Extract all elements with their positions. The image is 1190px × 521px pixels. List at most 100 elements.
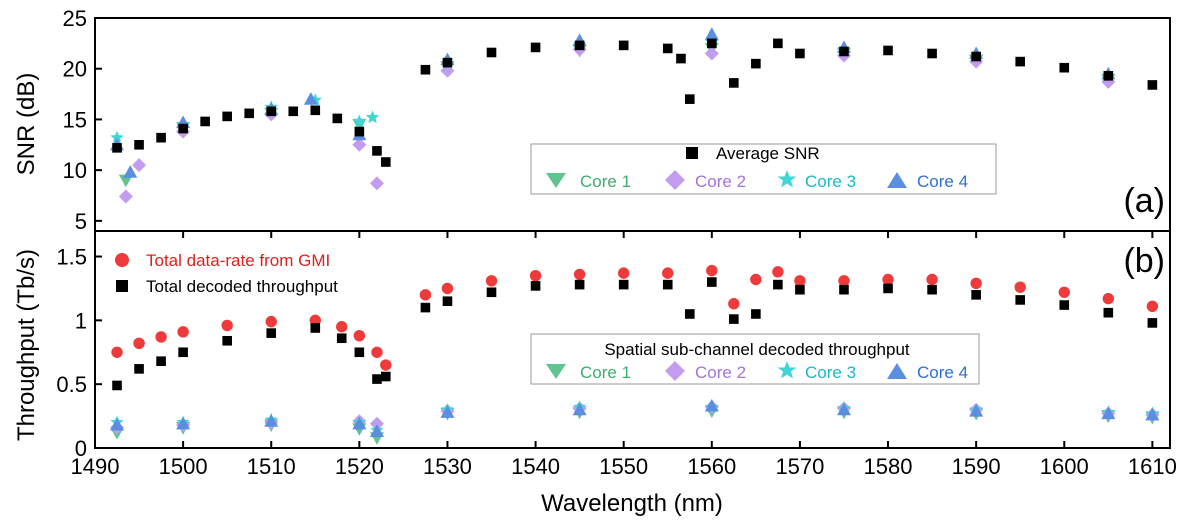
panel-a-data-points: [110, 27, 1158, 204]
tput-total-decoded-throughput-point: [839, 284, 849, 295]
snr-average-snr-point: [839, 46, 849, 57]
tput-total-decoded-throughput-point: [684, 309, 695, 319]
legend-average-snr-marker: [686, 147, 698, 159]
snr-average-snr-point: [486, 47, 497, 58]
tput-total-data-rate-from-gmi-point: [1146, 300, 1159, 313]
tput-total-decoded-throughput-point: [618, 279, 629, 290]
tput-total-decoded-throughput-point: [662, 279, 673, 290]
tput-total-data-rate-from-gmi-point: [772, 266, 784, 278]
legend-subchannel-title: Spatial sub-channel decoded throughput: [604, 340, 910, 359]
tput-total-data-rate-from-gmi-point: [617, 267, 630, 279]
tput-total-decoded-throughput-point: [336, 333, 347, 344]
snr-average-snr-point: [707, 38, 717, 49]
tput-total-data-rate-from-gmi-point: [882, 273, 894, 286]
tput-total-decoded-throughput-point: [574, 279, 585, 290]
x-tick-label: 1560: [687, 454, 736, 479]
x-axis-title: Wavelength (nm): [541, 490, 723, 517]
tput-total-data-rate-from-gmi-point: [353, 329, 366, 342]
panel-a-legend-box: [530, 143, 997, 195]
tput-total-decoded-throughput-point: [751, 309, 761, 319]
snr-average-snr-point: [662, 43, 673, 54]
tput-total-data-rate-from-gmi-point: [794, 275, 806, 287]
tput-core-4-point: [176, 416, 191, 430]
tput-total-data-rate-from-gmi-point: [371, 346, 383, 358]
legend-b-core4-label: Core 4: [917, 363, 968, 382]
tput-total-data-rate-from-gmi-point: [970, 277, 982, 290]
tput-total-decoded-throughput-point: [134, 364, 144, 374]
tput-core-4-point: [836, 402, 851, 416]
y-tick-label: 10: [63, 158, 87, 183]
y-tick-label: 1.5: [56, 245, 87, 270]
tput-total-decoded-throughput-point: [1147, 318, 1158, 328]
snr-average-snr-point: [1015, 56, 1026, 67]
legend-a-core4-label: Core 4: [917, 172, 968, 191]
panel-a-frame: [94, 17, 1171, 232]
snr-average-snr-point: [244, 108, 255, 119]
tput-total-data-rate-from-gmi-point: [177, 326, 189, 338]
snr-core-3-point: [110, 130, 124, 144]
snr-core-4-point: [704, 27, 719, 40]
legend-a-core2-label: Core 2: [695, 172, 746, 191]
tput-total-decoded-throughput-point: [112, 380, 122, 391]
snr-average-snr-point: [134, 139, 144, 150]
snr-core-2-point: [132, 158, 147, 173]
y-tick-label: 5: [75, 209, 87, 234]
snr-core-4-point: [123, 165, 138, 178]
legend-gmi-marker: [115, 253, 129, 267]
snr-average-snr-point: [927, 48, 937, 59]
snr-average-snr-point: [310, 105, 321, 116]
panel-b-legend-subchannel: Spatial sub-channel decoded throughput C…: [530, 333, 980, 385]
snr-average-snr-point: [266, 106, 277, 117]
snr-average-snr-point: [420, 64, 431, 75]
snr-average-snr-point: [332, 113, 343, 124]
tput-total-data-rate-from-gmi-point: [336, 321, 348, 333]
snr-core-2-point: [369, 176, 384, 191]
panel-a-legend: Average SNR Core 1 Core 2 Core 3 Core 4: [530, 143, 997, 195]
snr-average-snr-point: [288, 106, 299, 117]
snr-core-2-point: [352, 137, 367, 152]
tput-total-decoded-throughput-point: [178, 347, 188, 358]
tput-total-decoded-throughput-point: [486, 287, 497, 298]
x-tick-label: 1600: [1040, 454, 1089, 479]
tput-total-decoded-throughput-point: [795, 284, 805, 295]
snr-average-snr-point: [1103, 71, 1114, 81]
legend-a-core3-label: Core 3: [805, 172, 856, 191]
snr-core-3-point: [308, 93, 322, 106]
tput-total-data-rate-from-gmi-point: [111, 346, 123, 358]
x-tick-label: 1610: [1128, 454, 1177, 479]
snr-average-snr-point: [200, 116, 210, 127]
snr-average-snr-point: [971, 51, 981, 62]
tput-total-decoded-throughput-point: [354, 347, 365, 358]
snr-average-snr-point: [729, 78, 739, 88]
x-tick-label: 1520: [335, 454, 384, 479]
legend-a-core1-label: Core 1: [580, 172, 631, 191]
tput-total-decoded-throughput-point: [1059, 300, 1070, 310]
panel-b-data-points: [110, 264, 1160, 445]
tput-total-data-rate-from-gmi-point: [1102, 292, 1115, 305]
tput-core-4-point: [1101, 406, 1116, 420]
snr-average-snr-point: [574, 40, 585, 51]
snr-average-snr-point: [1059, 62, 1070, 73]
snr-average-snr-point: [442, 57, 453, 68]
legend-a-core1-marker: [546, 173, 566, 188]
legend-b-core1-marker: [546, 364, 566, 379]
panel-b-label: (b): [1123, 242, 1165, 280]
snr-average-snr-point: [372, 146, 382, 156]
tput-total-data-rate-from-gmi-point: [419, 289, 432, 301]
snr-average-snr-point: [112, 143, 122, 153]
snr-core-3-point: [352, 114, 366, 128]
tput-total-data-rate-from-gmi-point: [155, 331, 167, 343]
x-tick-label: 1570: [775, 454, 824, 479]
tput-total-data-rate-from-gmi-point: [441, 282, 454, 295]
y-tick-label: 20: [63, 57, 87, 82]
tput-total-decoded-throughput-point: [530, 281, 541, 291]
x-tick-label: 1580: [864, 454, 913, 479]
x-tick-label: 1500: [159, 454, 208, 479]
y-tick-label: 25: [63, 6, 87, 31]
x-tick-label: 1530: [423, 454, 472, 479]
tput-total-data-rate-from-gmi-point: [1058, 286, 1070, 298]
snr-average-snr-point: [380, 157, 391, 167]
snr-average-snr-point: [156, 132, 166, 143]
tput-core-4-point: [352, 416, 367, 430]
tput-total-data-rate-from-gmi-point: [573, 268, 586, 281]
